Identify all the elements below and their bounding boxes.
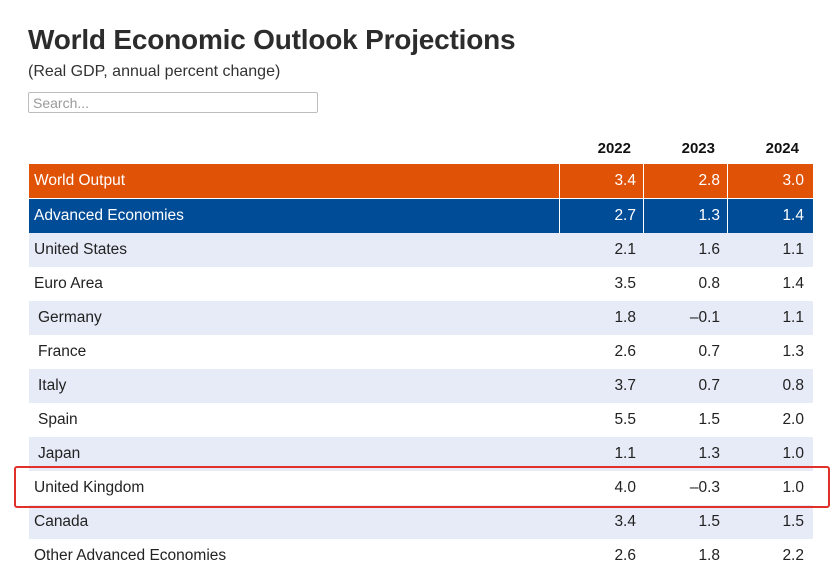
row-label: United States	[34, 241, 128, 258]
cell-2024: 1.5	[782, 513, 804, 530]
cell-2024: 1.4	[782, 275, 804, 292]
page-title: World Economic Outlook Projections	[28, 24, 516, 55]
row-label: Canada	[34, 513, 89, 530]
table-row-advanced-economies[interactable]: Advanced Economies 2.7 1.3 1.4	[29, 198, 813, 233]
cell-2022: 2.6	[614, 343, 636, 360]
cell-2022: 5.5	[614, 411, 636, 428]
cell-2023: 1.5	[698, 411, 720, 428]
cell-2024: 2.2	[782, 547, 804, 564]
cell-2022: 3.4	[559, 164, 643, 198]
column-header-2024[interactable]: 2024	[765, 139, 799, 157]
cell-2023: 1.6	[698, 241, 720, 258]
row-label: Germany	[38, 309, 102, 326]
row-label: Italy	[38, 377, 67, 394]
cell-2022: 3.4	[614, 513, 636, 530]
cell-2023: 1.8	[698, 547, 720, 564]
table-row-euro-area[interactable]: Euro Area 3.5 0.8 1.4	[29, 267, 813, 301]
cell-2024: 0.8	[782, 377, 804, 394]
cell-2022: 2.6	[614, 547, 636, 564]
table-row-italy[interactable]: Italy 3.7 0.7 0.8	[29, 369, 813, 403]
column-header-2023[interactable]: 2023	[681, 139, 715, 157]
row-label: World Output	[34, 172, 126, 189]
page-subtitle: (Real GDP, annual percent change)	[28, 63, 281, 80]
table-header-row: 2022 2023 2024	[29, 132, 813, 164]
table-row-other-advanced-economies[interactable]: Other Advanced Economies 2.6 1.8 2.2	[29, 539, 813, 570]
cell-2022: 3.5	[614, 275, 636, 292]
row-label: Spain	[38, 411, 78, 428]
cell-2022: 3.7	[614, 377, 636, 394]
table-row-japan[interactable]: Japan 1.1 1.3 1.0	[29, 437, 813, 471]
cell-2022: 2.1	[614, 241, 636, 258]
row-label: Japan	[38, 445, 81, 462]
cell-2023: 1.3	[698, 445, 720, 462]
row-label: Other Advanced Economies	[34, 547, 227, 564]
row-label: Euro Area	[34, 275, 103, 292]
cell-2023: 0.7	[698, 377, 720, 394]
cell-2023: –0.1	[689, 309, 720, 326]
row-label: Advanced Economies	[34, 207, 184, 224]
table-row-spain[interactable]: Spain 5.5 1.5 2.0	[29, 403, 813, 437]
cell-2023: 0.7	[698, 343, 720, 360]
table-row-germany[interactable]: Germany 1.8 –0.1 1.1	[29, 301, 813, 335]
cell-2023: 2.8	[643, 164, 727, 198]
cell-2023: 0.8	[698, 275, 720, 292]
column-header-2022[interactable]: 2022	[597, 139, 631, 157]
table-row-world-output[interactable]: World Output 3.4 2.8 3.0	[29, 164, 813, 198]
cell-2024: 2.0	[782, 411, 804, 428]
cell-2024: 1.1	[782, 241, 804, 258]
table-row-united-states[interactable]: United States 2.1 1.6 1.1	[29, 233, 813, 267]
cell-2022: 1.1	[614, 445, 636, 462]
projections-table: 2022 2023 2024 World Output 3.4 2.8 3.0 …	[29, 132, 813, 570]
cell-2022: 2.7	[559, 199, 643, 233]
cell-2024: 1.1	[782, 309, 804, 326]
cell-2023: 1.3	[643, 199, 727, 233]
row-label: United Kingdom	[34, 479, 145, 496]
cell-2024: 1.3	[782, 343, 804, 360]
table-row-canada[interactable]: Canada 3.4 1.5 1.5	[29, 505, 813, 539]
cell-2024: 1.0	[782, 479, 804, 496]
cell-2022: 4.0	[614, 479, 636, 496]
search-input[interactable]	[28, 92, 318, 113]
table-row-united-kingdom[interactable]: United Kingdom 4.0 –0.3 1.0	[29, 471, 813, 505]
cell-2022: 1.8	[614, 309, 636, 326]
cell-2024: 1.4	[727, 199, 811, 233]
cell-2023: 1.5	[698, 513, 720, 530]
cell-2023: –0.3	[689, 479, 720, 496]
cell-2024: 1.0	[782, 445, 804, 462]
cell-2024: 3.0	[727, 164, 811, 198]
row-label: France	[38, 343, 87, 360]
table-row-france[interactable]: France 2.6 0.7 1.3	[29, 335, 813, 369]
